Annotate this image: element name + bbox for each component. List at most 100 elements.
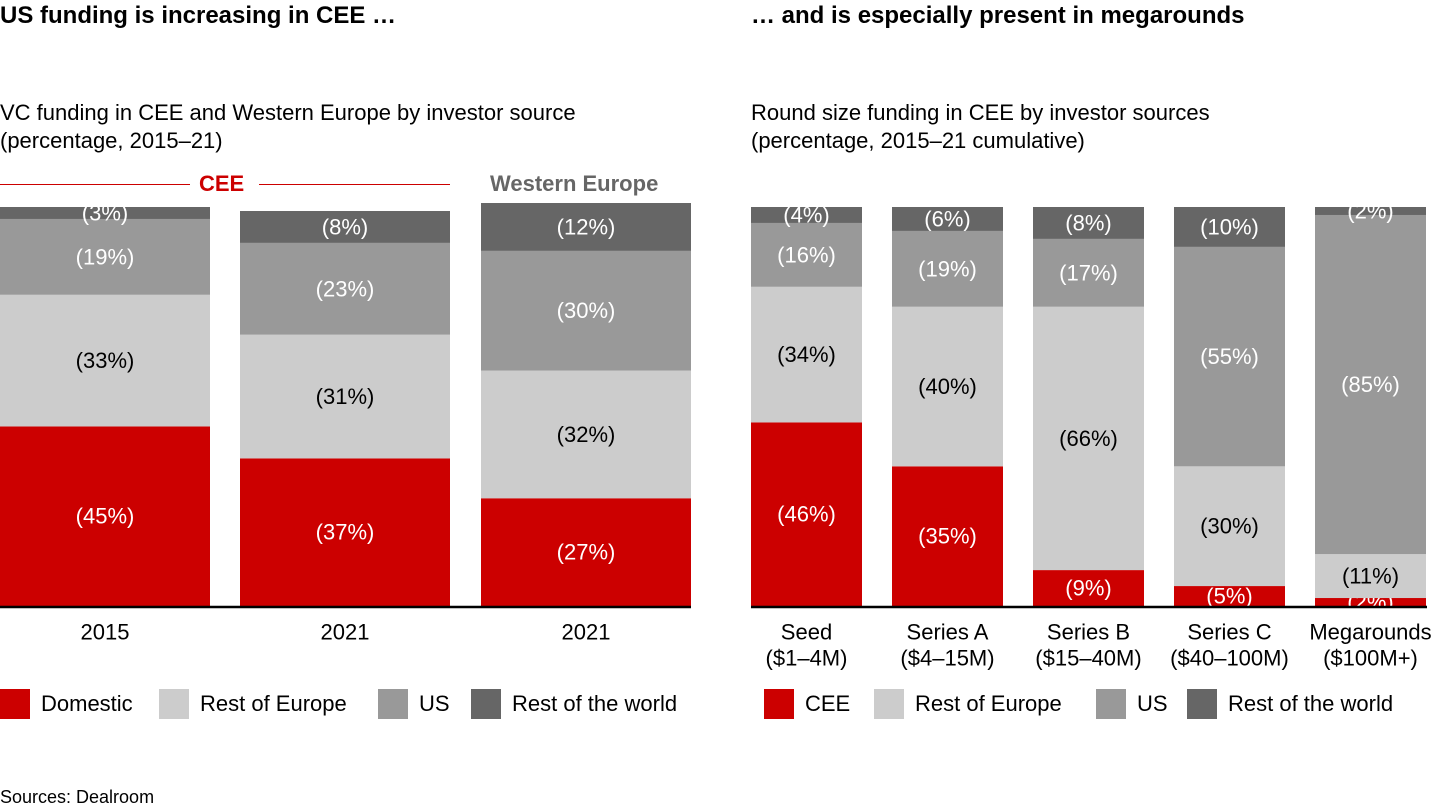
right-headline: … and is especially present in megaround… bbox=[751, 2, 1245, 29]
bar-c1-cat0-s0 bbox=[751, 422, 862, 606]
left-subtitle: VC funding in CEE and Western Europe by … bbox=[0, 99, 576, 155]
legend-swatch-cee bbox=[764, 689, 794, 719]
legend-item-rest-of-world: Rest of the world bbox=[471, 689, 677, 719]
data-label-c0-cat1-s3: (8%) bbox=[322, 214, 368, 239]
legend-swatch-rest-of-world-2 bbox=[1187, 689, 1217, 719]
group-label-cee: CEE bbox=[199, 171, 245, 196]
bar-c0-cat2-s0 bbox=[481, 498, 691, 606]
bar-c1-cat2-s1 bbox=[1033, 306, 1144, 571]
data-label-c0-cat1-s0: (37%) bbox=[316, 520, 375, 545]
bar-c1-cat2-s2 bbox=[1033, 238, 1144, 307]
left-subtitle-line2: (percentage, 2015–21) bbox=[0, 128, 223, 153]
category-label-c1-cat0-l0: Seed bbox=[781, 620, 832, 645]
category-label-c1-cat2-l1: ($15–40M) bbox=[1035, 646, 1141, 671]
category-label-c0-cat1-l0: 2021 bbox=[321, 620, 370, 645]
legend-swatch-domestic bbox=[0, 689, 30, 719]
data-label-c1-cat1-s0: (35%) bbox=[918, 524, 977, 549]
legend-label-domestic: Domestic bbox=[41, 691, 133, 716]
group-label-western-europe: Western Europe bbox=[490, 171, 659, 196]
bar-c1-cat0-s3 bbox=[751, 207, 862, 223]
bar-c1-cat1-s0 bbox=[892, 466, 1003, 606]
left-headline: US funding is increasing in CEE … bbox=[0, 2, 397, 29]
data-label-c1-cat3-s1: (30%) bbox=[1200, 514, 1259, 539]
data-label-c1-cat0-s3: (4%) bbox=[783, 202, 829, 227]
cee-bracket-line-right bbox=[259, 184, 450, 185]
bar-c0-cat1-s1 bbox=[240, 334, 450, 459]
data-label-c0-cat2-s3: (12%) bbox=[557, 214, 616, 239]
right-subtitle-line1: Round size funding in CEE by investor so… bbox=[751, 100, 1210, 125]
legend-item-rest-of-europe-2: Rest of Europe bbox=[874, 689, 1062, 719]
bar-c1-cat2-s0 bbox=[1033, 570, 1144, 606]
bar-c1-cat4-s3 bbox=[1315, 207, 1426, 215]
bar-c0-cat0-s1 bbox=[0, 294, 210, 427]
legend-item-domestic: Domestic bbox=[0, 689, 133, 719]
data-label-c1-cat3-s0: (5%) bbox=[1206, 584, 1252, 609]
data-label-c1-cat3-s3: (10%) bbox=[1200, 214, 1259, 239]
legend-swatch-rest-of-world bbox=[471, 689, 501, 719]
category-label-c0-cat2-l0: 2021 bbox=[562, 620, 611, 645]
data-label-c0-cat0-s1: (33%) bbox=[76, 348, 135, 373]
right-subtitle: Round size funding in CEE by investor so… bbox=[751, 99, 1210, 155]
data-label-c0-cat1-s1: (31%) bbox=[316, 384, 375, 409]
data-label-c1-cat2-s2: (17%) bbox=[1059, 260, 1118, 285]
data-label-c1-cat2-s1: (66%) bbox=[1059, 426, 1118, 451]
bar-c0-cat2-s1 bbox=[481, 370, 691, 499]
left-subtitle-line1: VC funding in CEE and Western Europe by … bbox=[0, 100, 576, 125]
data-label-c0-cat2-s2: (30%) bbox=[557, 298, 616, 323]
data-label-c1-cat1-s2: (19%) bbox=[918, 256, 977, 281]
data-label-c0-cat0-s2: (19%) bbox=[76, 244, 135, 269]
right-subtitle-line2: (percentage, 2015–21 cumulative) bbox=[751, 128, 1085, 153]
legend-item-rest-of-europe: Rest of Europe bbox=[159, 689, 347, 719]
data-label-c1-cat0-s1: (34%) bbox=[777, 342, 836, 367]
bar-c1-cat1-s1 bbox=[892, 306, 1003, 467]
data-label-c1-cat3-s2: (55%) bbox=[1200, 344, 1259, 369]
bar-c0-cat0-s3 bbox=[0, 207, 210, 219]
category-label-c1-cat3-l0: Series C bbox=[1187, 620, 1271, 645]
legend-label-rest-of-europe-2: Rest of Europe bbox=[915, 691, 1062, 716]
data-label-c0-cat0-s3: (3%) bbox=[82, 200, 128, 225]
category-label-c1-cat0-l1: ($1–4M) bbox=[766, 646, 848, 671]
legend-label-rest-of-europe: Rest of Europe bbox=[200, 691, 347, 716]
bar-c0-cat2-s3 bbox=[481, 203, 691, 251]
data-label-c1-cat4-s2: (85%) bbox=[1341, 372, 1400, 397]
category-label-c1-cat2-l0: Series B bbox=[1047, 620, 1130, 645]
bar-c1-cat0-s2 bbox=[751, 222, 862, 287]
data-label-c1-cat1-s3: (6%) bbox=[924, 206, 970, 231]
legend-item-us-2: US bbox=[1096, 689, 1168, 719]
category-label-c1-cat4-l1: ($100M+) bbox=[1323, 646, 1418, 671]
data-label-c0-cat1-s2: (23%) bbox=[316, 276, 375, 301]
bar-c1-cat3-s2 bbox=[1174, 246, 1285, 467]
data-label-c0-cat2-s1: (32%) bbox=[557, 422, 616, 447]
bar-c1-cat1-s3 bbox=[892, 207, 1003, 231]
category-label-c1-cat1-l0: Series A bbox=[907, 620, 989, 645]
data-label-c1-cat0-s2: (16%) bbox=[777, 242, 836, 267]
bar-c0-cat2-s2 bbox=[481, 250, 691, 371]
category-label-c1-cat4-l0: Megarounds bbox=[1309, 620, 1431, 645]
legend-label-us-2: US bbox=[1137, 691, 1168, 716]
data-label-c0-cat0-s0: (45%) bbox=[76, 504, 135, 529]
data-label-c1-cat4-s3: (2%) bbox=[1347, 198, 1393, 223]
legend-swatch-rest-of-europe bbox=[159, 689, 189, 719]
bar-c0-cat0-s2 bbox=[0, 218, 210, 295]
bar-c1-cat3-s1 bbox=[1174, 466, 1285, 587]
data-label-c0-cat2-s0: (27%) bbox=[557, 540, 616, 565]
cee-bracket-line-left bbox=[0, 184, 190, 185]
data-label-c1-cat1-s1: (40%) bbox=[918, 374, 977, 399]
legend-swatch-rest-of-europe-2 bbox=[874, 689, 904, 719]
legend-label-cee: CEE bbox=[805, 691, 851, 716]
source-note: Sources: Dealroom bbox=[0, 787, 155, 807]
legend-label-rest-of-world-2: Rest of the world bbox=[1228, 691, 1394, 716]
bar-c1-cat3-s0 bbox=[1174, 586, 1285, 606]
bar-c1-cat2-s3 bbox=[1033, 207, 1144, 239]
bar-c0-cat0-s0 bbox=[0, 426, 210, 606]
data-label-c1-cat4-s1: (11%) bbox=[1342, 564, 1399, 589]
bar-c0-cat1-s3 bbox=[240, 210, 450, 243]
legend-label-rest-of-world: Rest of the world bbox=[512, 691, 678, 716]
bar-c1-cat4-s1 bbox=[1315, 554, 1426, 599]
legend-item-us: US bbox=[378, 689, 450, 719]
bar-c1-cat4-s0 bbox=[1315, 598, 1426, 606]
bar-c0-cat1-s2 bbox=[240, 242, 450, 335]
data-label-c1-cat2-s0: (9%) bbox=[1065, 576, 1111, 601]
data-label-c1-cat0-s0: (46%) bbox=[777, 502, 836, 527]
